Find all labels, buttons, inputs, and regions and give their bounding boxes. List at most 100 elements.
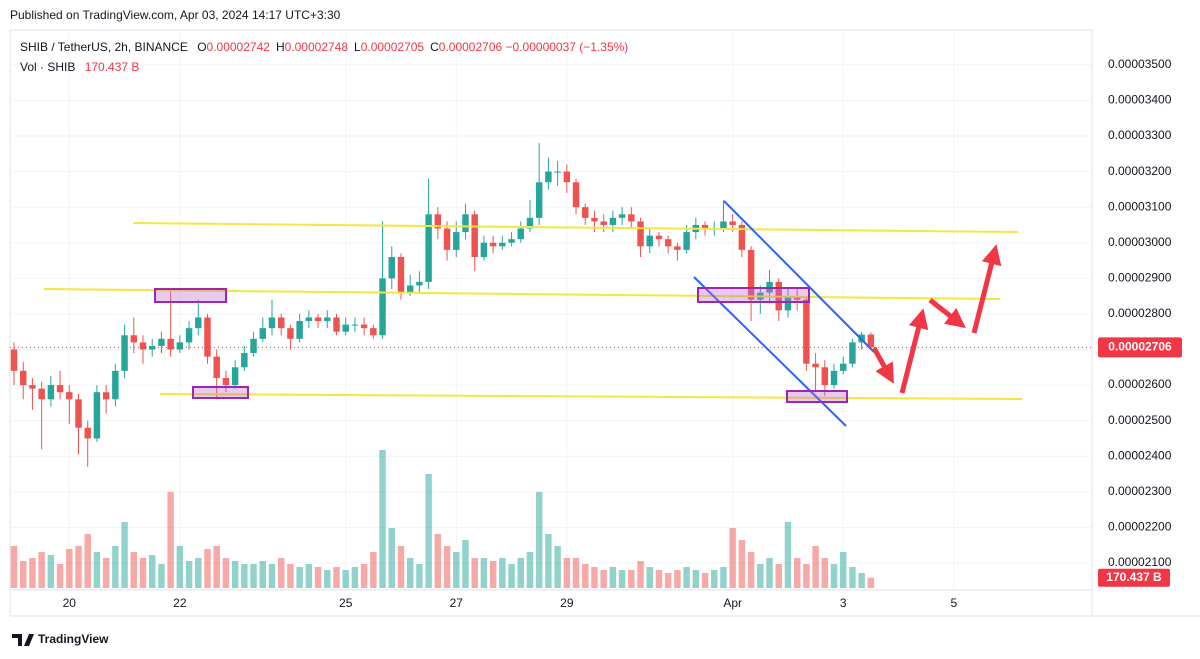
- candle-body: [535, 182, 543, 218]
- candle-body: [75, 399, 82, 428]
- y-tick-label: 0.00002100: [1108, 555, 1172, 569]
- volume-bar: [75, 546, 82, 588]
- candle-body: [526, 217, 534, 229]
- candle-body: [821, 367, 829, 386]
- volume-bar: [314, 567, 322, 588]
- volume-bar: [609, 567, 617, 588]
- candle-body: [508, 239, 515, 243]
- arrow: [971, 244, 1002, 334]
- x-tick-label: Apr: [723, 596, 742, 610]
- volume-bar: [406, 558, 414, 588]
- candle-body: [517, 228, 524, 240]
- zone-box: [697, 287, 810, 303]
- volume-bar: [554, 546, 561, 588]
- candle-body: [19, 370, 27, 386]
- volume-bar: [185, 561, 193, 588]
- ohlc: O0.00002742 H0.00002748 L0.00002705 C0.0000…: [191, 40, 502, 54]
- volume-bar: [849, 567, 856, 588]
- volume-bar: [711, 570, 718, 588]
- candle-body: [93, 392, 101, 439]
- y-tick-label: 0.00002600: [1108, 377, 1172, 391]
- volume-bar: [425, 474, 432, 588]
- candle-body: [121, 335, 128, 371]
- y-tick-label: 0.00002400: [1108, 448, 1172, 462]
- candle-body: [462, 214, 469, 233]
- volume-bar: [296, 567, 303, 588]
- volume-bar: [379, 450, 386, 588]
- volume-bar: [195, 558, 202, 588]
- volume-bar: [646, 567, 653, 588]
- channel-line: [723, 200, 875, 353]
- candle-body: [674, 246, 681, 250]
- candle-body: [176, 342, 184, 350]
- candle-body: [167, 338, 174, 350]
- volume-bar: [840, 552, 847, 588]
- volume-bar: [535, 492, 543, 588]
- x-tick-label: 25: [339, 596, 353, 610]
- candle-body: [397, 256, 405, 293]
- candle-body: [609, 217, 617, 225]
- candle-body: [406, 285, 414, 293]
- volume-bar: [305, 564, 313, 588]
- logo: TradingView: [12, 632, 109, 646]
- volume-bar: [572, 558, 580, 588]
- volume-bar: [720, 567, 727, 588]
- zone-box: [192, 386, 249, 399]
- candle-body: [296, 321, 303, 339]
- candle-body: [443, 228, 451, 250]
- zone-box: [154, 288, 227, 303]
- trend-line: [43, 288, 1001, 300]
- candle-body: [628, 214, 635, 222]
- volume-bar: [213, 546, 220, 588]
- volume-bar: [701, 573, 709, 588]
- volume-bar: [139, 558, 147, 588]
- volume-bar: [176, 546, 184, 588]
- zone-box: [786, 390, 848, 403]
- ohlc-label: O: [197, 40, 207, 54]
- volume-bar: [858, 573, 865, 588]
- candle-body: [729, 221, 736, 225]
- candle-body: [701, 224, 709, 229]
- volume-title: Vol · SHIB: [20, 60, 76, 74]
- volume-bar: [600, 570, 607, 588]
- candle-body: [112, 370, 119, 400]
- y-tick-label: 0.00003200: [1108, 164, 1172, 178]
- legend-line: SHIB / TetherUS, 2h, BINANCE O0.00002742…: [20, 40, 628, 54]
- candle-body: [250, 338, 257, 354]
- y-tick-label: 0.00002900: [1108, 271, 1172, 285]
- candle-body: [388, 256, 395, 279]
- candle-body: [453, 232, 460, 250]
- volume-bar: [360, 564, 368, 588]
- candle-body: [554, 171, 561, 173]
- published: Published on TradingView.com, Apr 03, 20…: [10, 8, 341, 22]
- volume-bar: [784, 522, 792, 588]
- candle-body: [720, 221, 727, 229]
- ohlc-label: C: [430, 40, 439, 54]
- candle-body: [287, 328, 294, 339]
- candle-body: [102, 392, 110, 400]
- candle-body: [204, 317, 211, 357]
- volume-bar: [397, 546, 405, 588]
- arrow: [871, 346, 894, 384]
- candle-body: [591, 217, 598, 222]
- volume-bar: [775, 564, 782, 588]
- volume-bar: [471, 558, 478, 588]
- volume-bar: [545, 534, 552, 588]
- volume-bar: [231, 561, 239, 588]
- volume-bar: [628, 570, 635, 588]
- volume-bar: [747, 552, 755, 588]
- y-tick-label: 0.00003400: [1108, 93, 1172, 107]
- volume-bar: [277, 558, 285, 588]
- volume-bar: [84, 534, 91, 588]
- volume-bar: [738, 540, 746, 588]
- x-tick-label: 5: [950, 596, 957, 610]
- volume-bar: [757, 564, 764, 588]
- volume-bar: [489, 561, 497, 588]
- candle-body: [655, 235, 663, 240]
- volume-bar: [66, 549, 73, 588]
- volume-bar: [821, 558, 829, 588]
- candle-body: [646, 235, 653, 247]
- candle-body: [56, 385, 64, 393]
- candle-body: [84, 427, 91, 439]
